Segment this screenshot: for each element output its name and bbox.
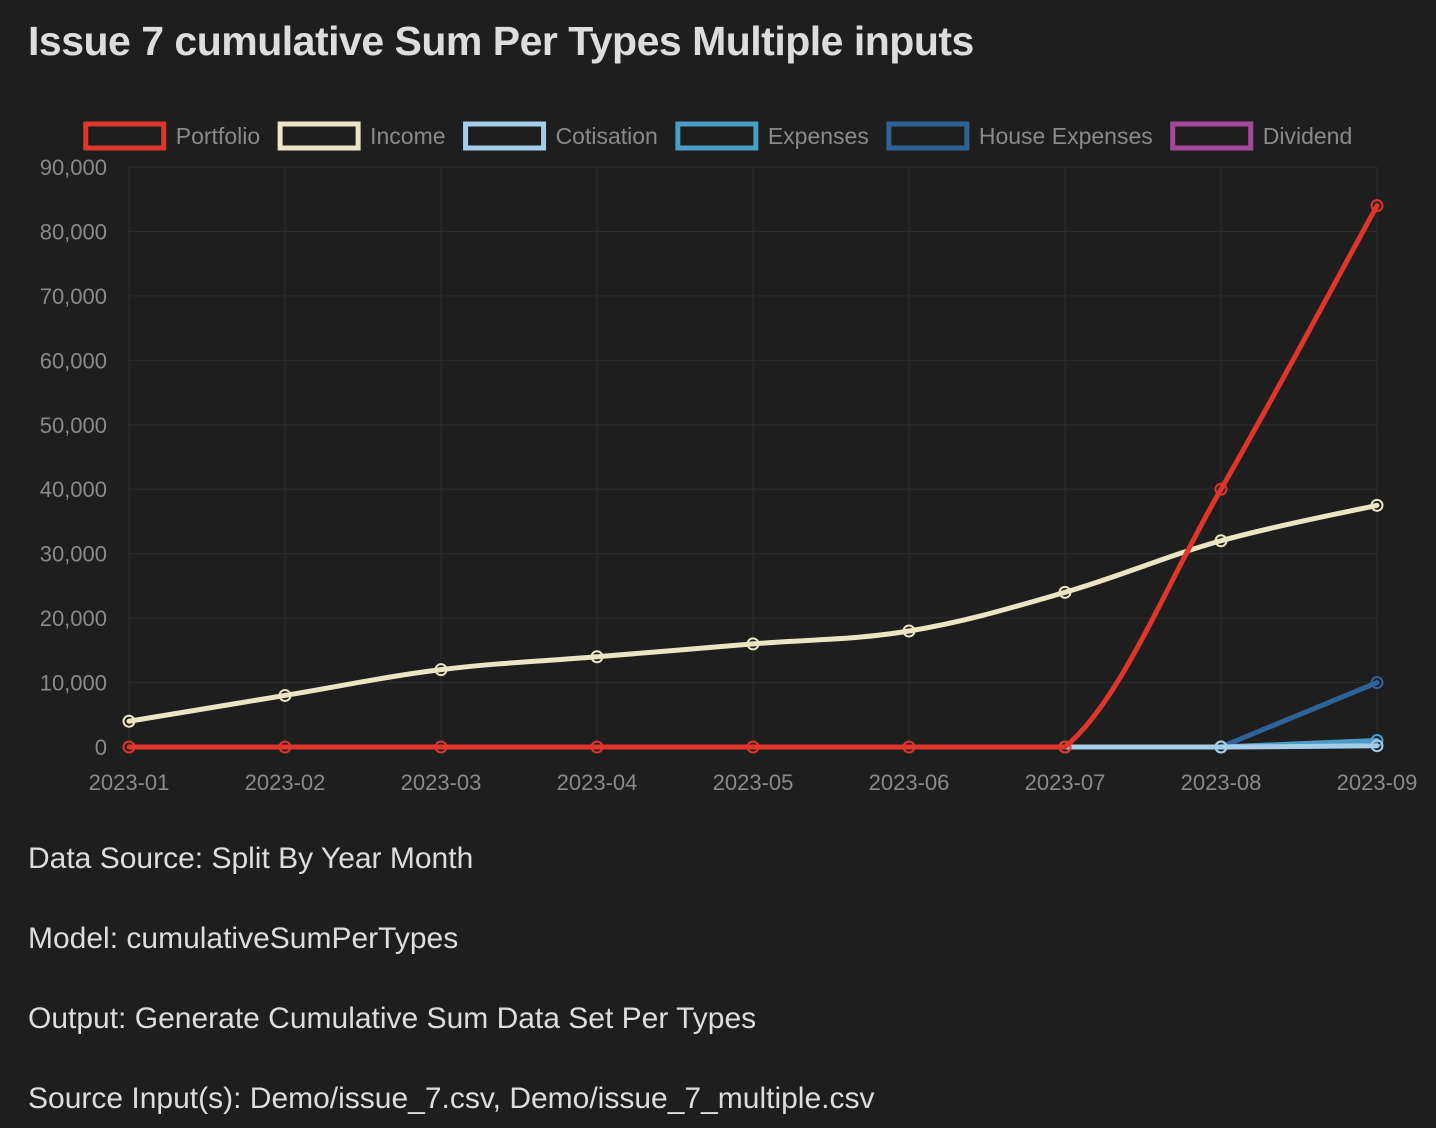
legend-swatch-house-expenses (886, 121, 970, 151)
output-line: Output: Generate Cumulative Sum Data Set… (28, 1002, 756, 1036)
legend-label-income: Income (370, 123, 445, 149)
series-line-income (126, 502, 1380, 724)
x-tick-label: 2023-03 (401, 770, 482, 795)
data-source-label: Data Source: (28, 842, 204, 875)
data-point-income (1214, 534, 1228, 548)
data-point-portfolio (434, 740, 448, 754)
y-tick-label: 10,000 (40, 671, 107, 696)
data-point-cotisation (1370, 739, 1384, 753)
y-tick-label: 60,000 (40, 348, 107, 373)
data-point-portfolio (122, 740, 136, 754)
series-line-cotisation (1062, 743, 1380, 750)
data-point-income (746, 637, 760, 651)
data-source-value: Split By Year Month (211, 842, 474, 875)
output-label: Output: (28, 1002, 127, 1035)
data-point-income (1058, 585, 1072, 599)
data-point-income (122, 714, 136, 728)
model-line: Model: cumulativeSumPerTypes (28, 922, 458, 956)
data-point-portfolio (1370, 199, 1384, 213)
model-label: Model: (28, 922, 119, 955)
data-point-portfolio (590, 740, 604, 754)
series-line-house-expenses (1218, 680, 1380, 750)
cumulative-sum-line-chart: 0 10,000 20,000 30,000 40,000 50,000 60,000 70,… (40, 121, 1418, 795)
data-point-income (434, 663, 448, 677)
legend-swatch-income (277, 121, 361, 151)
data-point-portfolio (1214, 482, 1228, 496)
x-tick-label: 2023-07 (1025, 770, 1106, 795)
source-inputs-value: Demo/issue_7.csv, Demo/issue_7_multiple.… (249, 1082, 875, 1115)
legend-label-house-expenses: House Expenses (979, 123, 1153, 149)
x-tick-label: 2023-01 (89, 770, 170, 795)
data-point-house-expenses (1370, 676, 1384, 690)
legend-swatch-cotisation (463, 121, 547, 151)
y-tick-label: 0 (95, 735, 107, 760)
y-tick-label: 80,000 (40, 219, 107, 244)
x-tick-label: 2023-05 (713, 770, 794, 795)
legend-label-portfolio: Portfolio (176, 123, 260, 149)
y-tick-label: 30,000 (40, 542, 107, 567)
model-value: cumulativeSumPerTypes (126, 922, 459, 955)
data-point-income (590, 650, 604, 664)
output-value: Generate Cumulative Sum Data Set Per Typ… (134, 1002, 757, 1035)
source-inputs-label: Source Input(s): (28, 1082, 242, 1115)
data-point-portfolio (1058, 740, 1072, 754)
legend-label-dividend: Dividend (1263, 123, 1353, 149)
legend-swatch-dividend (1170, 121, 1254, 151)
x-tick-label: 2023-09 (1337, 770, 1418, 795)
y-tick-label: 90,000 (40, 155, 107, 180)
x-tick-label: 2023-06 (869, 770, 950, 795)
source-inputs-line: Source Input(s): Demo/issue_7.csv, Demo/… (28, 1082, 874, 1116)
x-tick-label: 2023-02 (245, 770, 326, 795)
data-point-portfolio (746, 740, 760, 754)
legend-swatch-portfolio (83, 121, 167, 151)
x-tick-label: 2023-04 (557, 770, 638, 795)
data-point-cotisation (1214, 740, 1228, 754)
y-tick-label: 50,000 (40, 413, 107, 438)
data-point-income (278, 688, 292, 702)
data-point-income (902, 624, 916, 638)
data-point-portfolio (278, 740, 292, 754)
x-tick-label: 2023-08 (1181, 770, 1262, 795)
y-tick-label: 20,000 (40, 606, 107, 631)
data-point-portfolio (902, 740, 916, 754)
series-line-portfolio (126, 203, 1380, 750)
data-source-line: Data Source: Split By Year Month (28, 842, 473, 876)
page-title: Issue 7 cumulative Sum Per Types Multipl… (28, 18, 974, 64)
legend-swatch-expenses (675, 121, 759, 151)
y-tick-label: 70,000 (40, 284, 107, 309)
legend-label-cotisation: Cotisation (556, 123, 658, 149)
data-point-income (1370, 498, 1384, 512)
y-tick-label: 40,000 (40, 477, 107, 502)
legend-label-expenses: Expenses (768, 123, 869, 149)
